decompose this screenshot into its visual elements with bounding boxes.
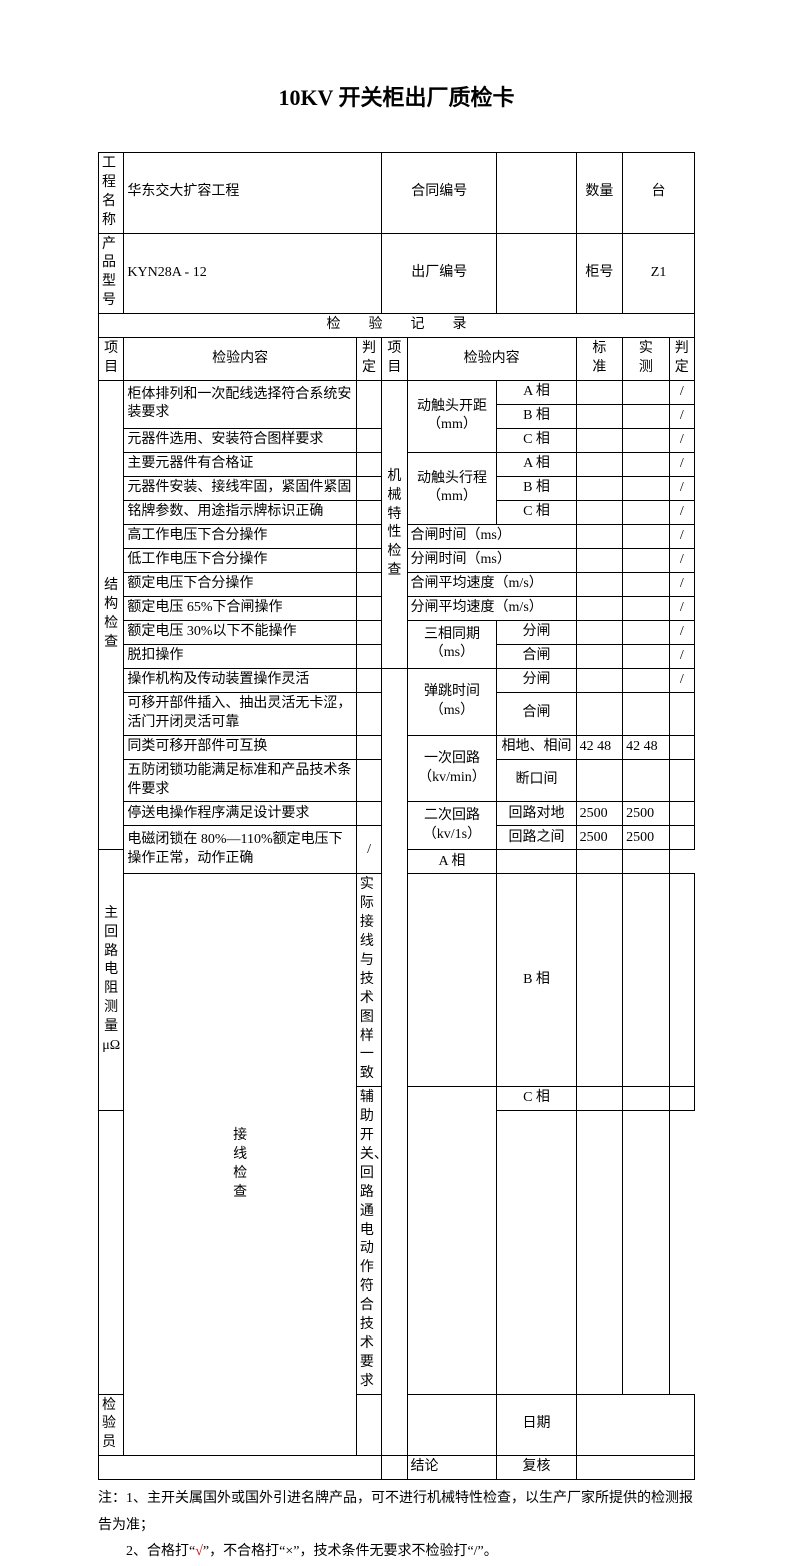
l-row-13: 同类可移开部件可互换: [124, 735, 356, 759]
r-touchopen-b: B 相: [497, 404, 576, 428]
note-1: 注：1、主开关属国外或国外引进名牌产品，可不进行机械特性检查，以生产厂家所提供的…: [98, 1486, 695, 1539]
r-touchopen-label: 动触头开距（mm）: [407, 380, 497, 452]
r-primary-meas: 42 48: [623, 735, 669, 759]
r-touchopen-c: C 相: [497, 428, 576, 452]
hdr-cabinet-label: 柜号: [576, 233, 622, 314]
record-header: 检 验 记 录: [99, 314, 695, 338]
l-row-0: 柜体排列和一次配线选择符合系统安装要求: [124, 380, 356, 428]
r-opentime: 分闸时间（ms）: [407, 548, 576, 572]
l-row-5: 高工作电压下合分操作: [124, 524, 356, 548]
col-item: 项目: [99, 338, 124, 381]
r-inspector: 检 验员: [99, 1394, 124, 1456]
col-item2: 项目: [382, 338, 407, 381]
l-row-4: 铭牌参数、用途指示牌标识正确: [124, 500, 356, 524]
r-review: 复核: [497, 1456, 576, 1480]
l-judge-16: /: [356, 826, 381, 874]
r-touchtravel-label: 动触头行程（mm）: [407, 452, 497, 524]
r-conclusion: 结论: [407, 1456, 497, 1480]
l-judge-0: [356, 380, 381, 428]
r-closespeed: 合闸平均速度（m/s）: [407, 572, 576, 596]
col-content: 检验内容: [124, 338, 356, 381]
l-row-15: 停送电操作程序满足设计要求: [124, 802, 356, 826]
col-content2: 检验内容: [407, 338, 576, 381]
r-closetime: 合闸时间（ms）: [407, 524, 576, 548]
note-2: 2、合格打“√”，不合格打“×”，技术条件无要求不检验打“/”。: [98, 1539, 695, 1566]
l-row-1: 元器件选用、安装符合图样要求: [124, 428, 356, 452]
l-row-9: 额定电压 30%以下不能操作: [124, 620, 356, 644]
cell-meas: [623, 380, 669, 404]
l-row-16: 电磁闭锁在 80%—110%额定电压下操作正常，动作正确: [124, 826, 356, 874]
l-row-14: 五防闭锁功能满足标准和产品技术条件要求: [124, 759, 356, 802]
hdr-qty-label: 数量: [576, 153, 622, 234]
hdr-model-label: 产品型号: [99, 233, 124, 314]
col-std: 标准: [576, 338, 622, 381]
hdr-cabinet-value: Z1: [623, 233, 695, 314]
r-openspeed: 分闸平均速度（m/s）: [407, 596, 576, 620]
r-secondary-label: 二次回路（kv/1s）: [407, 802, 497, 850]
col-judge: 判定: [669, 338, 694, 381]
col-meas: 实测: [623, 338, 669, 381]
l-row-7: 额定电压下合分操作: [124, 572, 356, 596]
cell-judge: /: [669, 380, 694, 404]
r-date: 日期: [497, 1394, 576, 1456]
l2-row-1: 辅助开关、回路通电动作符合技术要求: [356, 1087, 381, 1394]
qc-table: 工程名称 华东交大扩容工程 合同编号 数量 台 产品型号 KYN28A - 12…: [98, 152, 695, 1480]
r-touchopen-a: A 相: [497, 380, 576, 404]
notes: 注：1、主开关属国外或国外引进名牌产品，可不进行机械特性检查，以生产厂家所提供的…: [98, 1486, 695, 1566]
r-primary-label: 一次回路（kv/min）: [407, 735, 497, 802]
l-bottom-blank: [99, 1456, 382, 1480]
l-row-11: 操作机构及传动装置操作灵活: [124, 668, 356, 692]
r-blank: [99, 1111, 357, 1394]
hdr-model-value: KYN28A - 12: [124, 233, 382, 314]
hdr-factoryno-label: 出厂编号: [382, 233, 497, 314]
check-mark: √: [195, 1544, 203, 1559]
hdr-contract-label: 合同编号: [382, 153, 497, 234]
l2-row-0: 实际接线与技术图样一致: [356, 874, 381, 1087]
l-row-12: 可移开部件插入、抽出灵活无卡涩，活门开闭灵活可靠: [124, 692, 356, 735]
l-row-3: 元器件安装、接线牢固，紧固件紧固: [124, 476, 356, 500]
col-judge-l: 判定: [356, 338, 381, 381]
right-group-extend: [382, 668, 407, 1455]
hdr-project-label: 工程名称: [99, 153, 124, 234]
page-title: 10KV 开关柜出厂质检卡: [98, 80, 695, 112]
hdr-project-value: 华东交大扩容工程: [124, 153, 382, 234]
hdr-contract-value: [497, 153, 576, 234]
l-row-2: 主要元器件有合格证: [124, 452, 356, 476]
r-primary-std: 42 48: [576, 735, 622, 759]
l-row-6: 低工作电压下合分操作: [124, 548, 356, 572]
l-row-8: 额定电压 65%下合闸操作: [124, 596, 356, 620]
cell-std: [576, 380, 622, 404]
hdr-qty-value: 台: [623, 153, 695, 234]
r-threephase-label: 三相同期（ms）: [407, 620, 497, 668]
hdr-factoryno-value: [497, 233, 576, 314]
r-bounce-label: 弹跳时间（ms）: [407, 668, 497, 735]
left-group1-label: 结构检查: [99, 380, 124, 850]
r-mainres-label: 主回路电阻测量 μΩ: [99, 850, 124, 1111]
l-row-10: 脱扣操作: [124, 644, 356, 668]
l2-row-2: [356, 1394, 381, 1456]
right-group-label: 机械特性检查: [382, 380, 407, 668]
